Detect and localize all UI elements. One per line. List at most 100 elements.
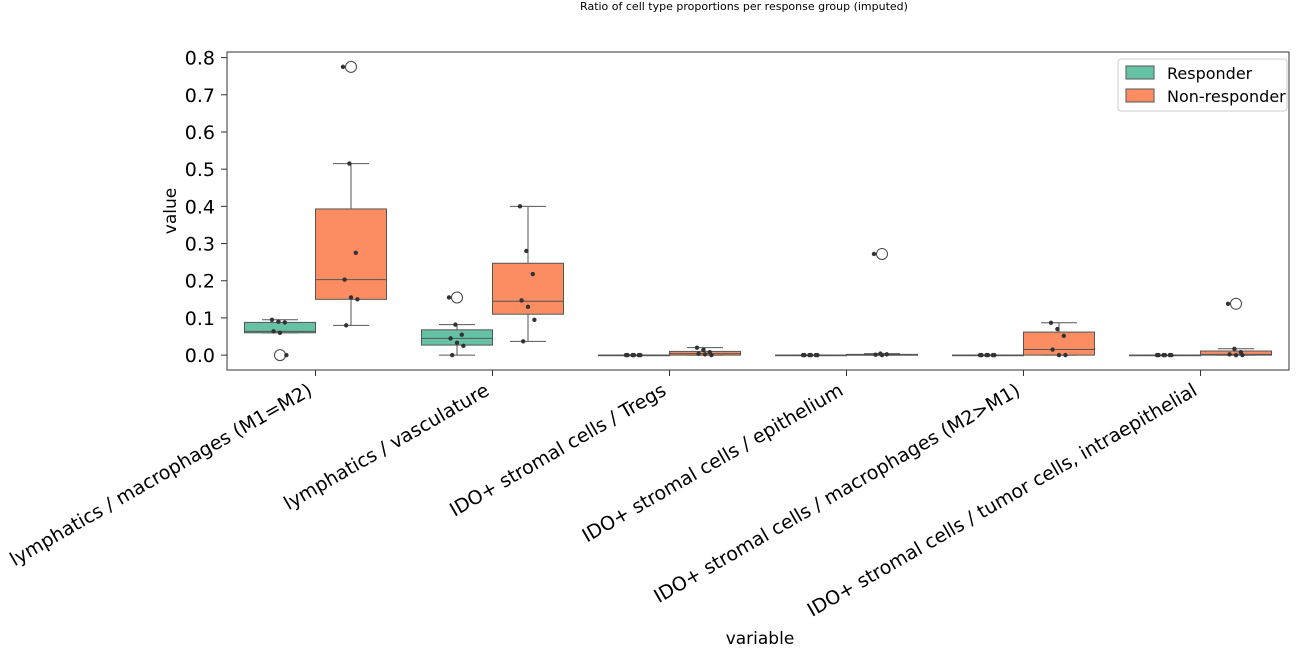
- data-point: [348, 295, 354, 300]
- data-point: [1050, 347, 1055, 352]
- y-tick-label: 0.3: [185, 234, 215, 256]
- data-point: [873, 352, 878, 357]
- box-group: [1200, 297, 1272, 358]
- axes-frame: [226, 51, 1290, 371]
- legend-swatch: [1125, 65, 1155, 80]
- data-point: [347, 161, 352, 166]
- data-point: [342, 277, 347, 282]
- data-point: [1048, 320, 1054, 325]
- data-point: [517, 204, 523, 209]
- x-tick-label: lymphatics / macrophages (M1=M2): [6, 379, 316, 571]
- data-point: [530, 271, 535, 277]
- outlier-marker: [1230, 297, 1242, 310]
- box-group: [1129, 352, 1201, 358]
- chart-title: Ratio of cell type proportions per respo…: [580, 0, 908, 13]
- data-point: [525, 304, 531, 309]
- x-axis: lymphatics / macrophages (M1=M2)lymphati…: [6, 370, 1201, 621]
- box-group: [669, 345, 741, 358]
- y-tick-label: 0.8: [185, 48, 215, 70]
- legend-label: Non-responder: [1167, 87, 1286, 106]
- box-group: [244, 317, 316, 362]
- data-point: [1240, 352, 1245, 358]
- data-point: [1233, 352, 1239, 358]
- outlier-marker: [876, 247, 888, 260]
- data-point: [631, 352, 637, 358]
- x-axis-label: variable: [726, 629, 795, 648]
- outlier-marker: [451, 291, 463, 304]
- data-point: [1162, 352, 1168, 358]
- data-point: [453, 322, 458, 327]
- y-tick-label: 0.7: [185, 85, 215, 107]
- data-point: [1063, 352, 1068, 358]
- y-tick-label: 0.4: [185, 196, 215, 218]
- data-point: [284, 352, 289, 358]
- y-tick-label: 0.1: [185, 308, 215, 330]
- data-point: [1169, 352, 1174, 358]
- data-point: [446, 295, 452, 300]
- y-tick-label: 0.0: [185, 345, 215, 367]
- y-tick-label: 0.5: [185, 159, 215, 181]
- data-point: [701, 347, 706, 353]
- data-point: [269, 317, 275, 322]
- legend-swatch: [1125, 88, 1155, 103]
- data-point: [884, 352, 889, 357]
- data-point: [450, 352, 455, 358]
- data-point: [282, 320, 287, 325]
- legend-label: Responder: [1167, 64, 1253, 83]
- data-point: [696, 351, 701, 356]
- box-iqr: [315, 208, 387, 300]
- data-point: [1225, 301, 1231, 306]
- box-group: [421, 291, 493, 358]
- data-point: [979, 352, 984, 358]
- box-group: [492, 204, 564, 344]
- data-point: [815, 352, 820, 358]
- plot-area: [244, 60, 1272, 362]
- box-group: [952, 352, 1024, 358]
- data-point: [461, 343, 466, 349]
- data-point: [1061, 333, 1067, 338]
- data-point: [1056, 352, 1062, 358]
- outlier-marker: [274, 349, 286, 362]
- x-tick-label: IDO+ stromal cells / macrophages (M2>M1): [650, 379, 1024, 607]
- data-point: [344, 323, 349, 328]
- box-group: [846, 247, 918, 358]
- outlier-marker: [345, 60, 357, 73]
- box-group: [315, 60, 387, 328]
- data-point: [879, 352, 885, 358]
- legend-box: [1117, 58, 1288, 112]
- data-point: [524, 248, 529, 254]
- data-point: [454, 340, 460, 346]
- data-point: [521, 339, 526, 344]
- data-point: [802, 352, 807, 358]
- data-point: [1055, 326, 1060, 332]
- y-axis-label: value: [161, 188, 181, 234]
- data-point: [1227, 352, 1232, 357]
- data-point: [271, 329, 276, 334]
- data-point: [532, 317, 537, 322]
- y-axis: 0.0 0.1 0.2 0.3 0.4 0.5 0.6 0.7 0.8: [185, 48, 227, 367]
- legend: Responder Non-responder: [1117, 58, 1288, 112]
- y-tick-label: 0.6: [185, 122, 215, 144]
- data-point: [1156, 352, 1161, 358]
- data-point: [702, 352, 708, 357]
- data-point: [355, 297, 360, 302]
- data-point: [353, 250, 358, 256]
- data-point: [276, 319, 281, 324]
- data-point: [277, 330, 283, 336]
- data-point: [459, 332, 464, 337]
- box-group: [1023, 320, 1095, 358]
- data-point: [871, 251, 877, 257]
- data-point: [694, 345, 700, 350]
- box-iqr: [1023, 331, 1095, 356]
- y-tick-label: 0.2: [185, 271, 215, 293]
- data-point: [709, 352, 714, 358]
- data-point: [519, 298, 524, 303]
- data-point: [808, 352, 814, 358]
- data-point: [985, 352, 991, 358]
- box-iqr: [421, 329, 493, 346]
- data-point: [625, 352, 630, 358]
- data-point: [638, 352, 643, 358]
- box-group: [598, 352, 670, 358]
- data-point: [448, 336, 453, 341]
